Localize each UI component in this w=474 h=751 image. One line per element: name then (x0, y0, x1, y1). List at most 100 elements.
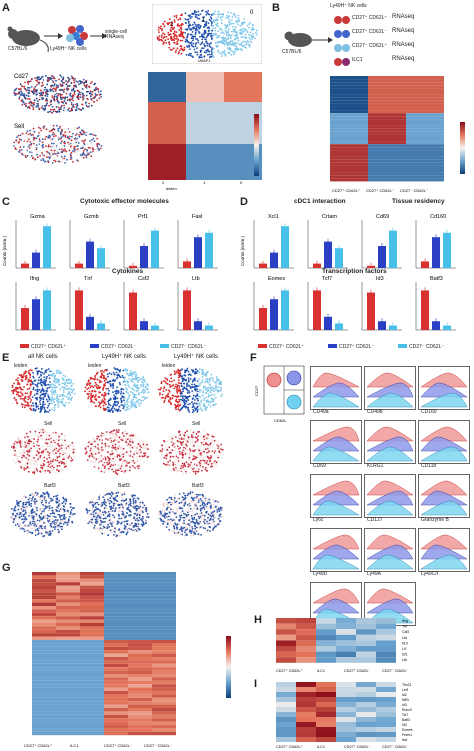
panel-b-rnaseq-1: RNAseq (392, 28, 415, 34)
histogram-label: CD11b (421, 463, 437, 469)
svg-text:Id3: Id3 (376, 276, 384, 282)
heat-b-x0: CD27⁺ CD62L⁺ (332, 188, 360, 193)
panel-e-row-batf3-1: Batf3 (118, 483, 130, 489)
panel-b-label: B (272, 2, 280, 14)
heat-g-x3: CD27⁻ CD62L⁻ (144, 743, 172, 748)
heat-i-gene: Id3 (402, 703, 407, 707)
cell-cluster-icon (66, 25, 88, 46)
panel-b-schematic (284, 16, 350, 66)
panel-b-title: Ly49H⁺ NK cells (330, 3, 367, 9)
histogram-label: Ly49D (313, 571, 328, 577)
heat-i-gene: Batf3 (402, 718, 410, 722)
heat-g-x2: CD27⁺ CD62L⁻ (104, 743, 132, 748)
histogram-label: CD49a (313, 409, 329, 415)
panel-b-group-1: CD27⁺ CD62L⁻ (352, 29, 388, 35)
panel-b-heatmap: CD27⁺ CD62L⁺ CD27⁺ CD62L⁻ CD27⁻ CD62L⁻ (330, 76, 465, 193)
histogram-cd127: CD127 (364, 474, 416, 523)
heat-i-gene: Nfil3 (402, 698, 409, 702)
panel-e-row-leiden-0: leiden (14, 363, 28, 369)
panel-i-heatmap: Tbx21Lef1Id2Nfil3Id3Runx3Tcf7Batf3Id3Eom… (276, 682, 413, 749)
panel-e-row-leiden-2: leiden (162, 363, 176, 369)
panel-h-label: H (254, 614, 262, 626)
svg-text:Gzmb: Gzmb (84, 214, 99, 220)
histogram-ly49c-i: Ly49C/I (418, 528, 470, 577)
panel-c-bars: Gzma Gzmb Prf1 Fasl Ifng Tnf Csf2 Ltb Counts (no… (2, 214, 218, 331)
panel-b-rnaseq-2: RNAseq (392, 42, 415, 48)
heat-i-gene: Id2 (402, 693, 407, 697)
svg-text:Gzma: Gzma (30, 214, 46, 220)
heat-h-gene: Csf2 (402, 630, 409, 634)
svg-text:Batf3: Batf3 (430, 276, 443, 282)
histogram-label: Ly6c (313, 517, 324, 523)
histogram-ly49d: Ly49D (310, 528, 362, 577)
panel-d-label: D (240, 196, 248, 208)
panel-d-legend-2: CD27⁻ CD62L⁻ (398, 344, 444, 350)
heat-h-x2: CD27⁺ CD62L⁻ (344, 669, 371, 673)
histogram-ly6c: Ly6c (310, 474, 362, 523)
svg-text:Fasl: Fasl (192, 214, 202, 220)
svg-text:Xcl1: Xcl1 (268, 214, 279, 220)
heat-a-x2: 0 (240, 180, 243, 185)
panel-a-label: A (2, 2, 10, 14)
heat-i-gene: Ikzf (402, 738, 407, 742)
svg-text:Cd160: Cd160 (430, 214, 446, 220)
panel-e-row-sell-1: Sell (118, 421, 127, 427)
histogram-label: Ly49C/I (421, 571, 439, 577)
gene-cd27-label: Cd27 (14, 74, 29, 80)
cluster-0-label: 0 (250, 10, 254, 16)
heat-g-x1: ILC1 (70, 743, 79, 748)
panel-g-colorbar (226, 636, 231, 698)
panel-g-heatmap: CD27⁺ CD62L⁺ ILC1 CD27⁺ CD62L⁻ CD27⁻ CD6… (24, 572, 231, 748)
panel-d-title3: Transcription factors (322, 268, 387, 275)
panel-c-legend-0: CD27⁺ CD62L⁺ (20, 344, 66, 350)
heat-h-gene: Ltb (402, 658, 407, 662)
svg-text:Crtam: Crtam (322, 214, 337, 220)
histogram-cd49b: CD49b (364, 366, 416, 415)
gene-sell-label: Sell (14, 124, 24, 130)
svg-text:Counts (norm.): Counts (norm.) (240, 235, 245, 266)
heat-h-gene: Tnf (402, 625, 407, 629)
histogram-ly49a: Ly49A (364, 528, 416, 577)
panel-e-col-2: Ly49H⁺ NK cells (174, 354, 218, 360)
panel-d-legend-0: CD27⁺ CD62L⁺ (258, 344, 304, 350)
histogram-label: CD160 (421, 409, 437, 415)
panel-b-mouse: C57BL/6 (282, 49, 302, 55)
heat-i-x1: ILC1 (317, 745, 325, 749)
panel-d-title2: Tissue residency (392, 198, 445, 205)
panel-e-row-sell-0: Sell (44, 421, 53, 427)
heat-b-x2: CD27⁻ CD62L⁻ (400, 188, 428, 193)
panel-a-colorbar (254, 114, 259, 176)
histogram-label: Granzyme B (421, 517, 449, 523)
panel-a-schematic (7, 25, 107, 53)
svg-text:Eomes: Eomes (268, 276, 285, 282)
method-label: single-cell RNAseq (105, 29, 128, 40)
heat-i-gene: Lef1 (402, 688, 409, 692)
heat-h-x1: ILC1 (317, 669, 325, 673)
panel-c-label: C (2, 196, 10, 208)
heat-i-gene: Prdm1 (402, 733, 412, 737)
heat-i-gene: Tcf7 (402, 713, 408, 717)
histogram-label: CD49b (367, 409, 383, 415)
heat-h-x0: CD27⁺ CD62L⁺ (276, 669, 303, 673)
histogram-klrg1: KLRG1 (364, 420, 416, 469)
mouse-label: C57BL/6 (8, 46, 28, 52)
mouse-icon (7, 26, 49, 53)
svg-text:Cd69: Cd69 (376, 214, 389, 220)
histogram-label: CD127 (367, 517, 383, 523)
panel-b-colorbar (460, 122, 465, 174)
panel-b-group-2: CD27⁻ CD62L⁺ (352, 43, 388, 49)
heat-h-gene: Lta (402, 636, 407, 640)
umap-x-label: UMAP1 (198, 59, 210, 63)
panel-e-umaps (10, 367, 224, 538)
panel-b-group-0: CD27⁺ CD62L⁺ (352, 15, 388, 21)
svg-text:Ltb: Ltb (192, 276, 200, 282)
heat-h-gene: Lif (402, 647, 406, 651)
histogram-label: Ly49A (367, 571, 381, 577)
panel-a-heatmap: leiden 2 1 0 (148, 72, 262, 191)
heat-i-gene: Id3 (402, 723, 407, 727)
panel-a-umap-leiden: 2 1 0 UMAP1 (152, 4, 262, 64)
svg-text:Counts (norm.): Counts (norm.) (2, 235, 7, 266)
panel-e-row-batf3-0: Batf3 (44, 483, 56, 489)
cells-label: Ly49H⁺ NK cells (50, 46, 87, 52)
